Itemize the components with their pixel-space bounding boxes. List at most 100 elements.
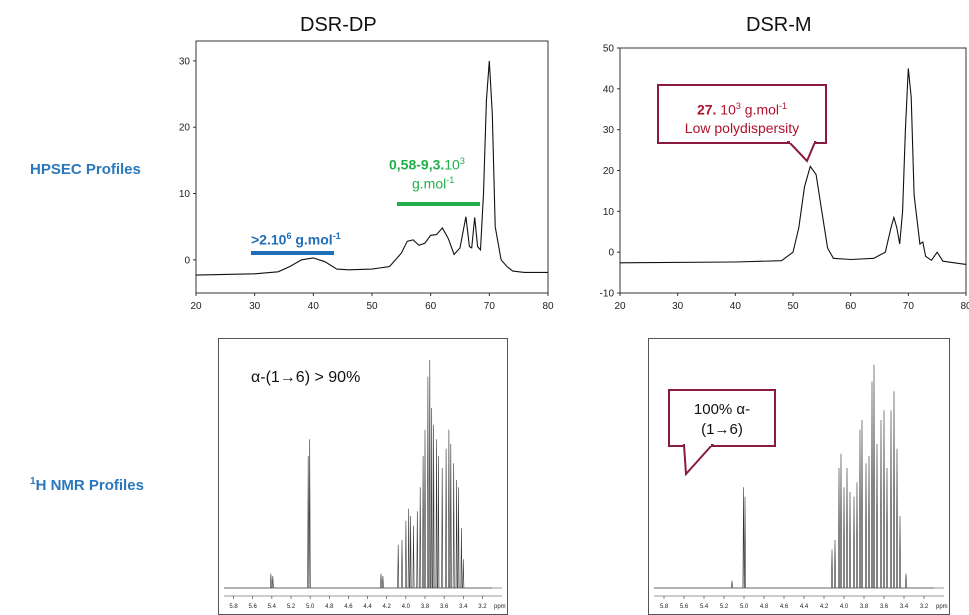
x-tick-label: 50 — [366, 301, 378, 312]
ppm-tick-label: 5.6 — [680, 604, 689, 610]
ppm-tick-label: 5.2 — [287, 604, 296, 610]
low-mw-annotation-line2: g.mol-1 — [412, 175, 454, 192]
ppm-unit-label: ppm — [494, 604, 506, 610]
ppm-tick-label: 5.4 — [268, 604, 277, 610]
x-tick-label: 50 — [787, 301, 799, 312]
x-tick-label: 70 — [903, 301, 915, 312]
callout-sup: 3 — [735, 101, 741, 111]
ppm-tick-label: 4.0 — [840, 604, 849, 610]
ppm-tick-label: 3.4 — [459, 604, 468, 610]
low-mw-rest: 10 — [444, 156, 460, 173]
high-mw-sup2: -1 — [332, 231, 341, 241]
x-tick-label: 80 — [960, 301, 969, 312]
y-tick-label: 30 — [603, 125, 615, 136]
plot-frame — [195, 40, 549, 294]
row-label-nmr-superscript: 1 — [30, 476, 36, 487]
ppm-tick-label: 5.6 — [249, 604, 258, 610]
chart-dsr-dp-hpsec: 0 10 20 30 20 30 40 50 60 70 80 — [179, 40, 554, 312]
row-label-nmr: 1H NMR Profiles — [30, 476, 144, 494]
ppm-tick-label: 5.8 — [229, 604, 238, 610]
x-tick-label: 30 — [672, 301, 684, 312]
y-tick-label: 0 — [608, 248, 614, 259]
y-tick-label: 10 — [179, 189, 191, 200]
y-tick-label: 40 — [603, 84, 615, 95]
ppm-tick-label: 4.8 — [325, 604, 334, 610]
nmr-label-alpha: α-(1→6) > 90% — [251, 369, 360, 386]
ppm-tick-label: 4.6 — [344, 604, 353, 610]
high-mw-annotation: >2.106 g.mol-1 — [251, 231, 341, 248]
column-title-dsr-m: DSR-M — [746, 14, 812, 36]
ppm-tick-label: 4.2 — [820, 604, 829, 610]
x-tick-label: 60 — [845, 301, 857, 312]
high-mw-post: g.mol — [291, 231, 333, 248]
low-mw-unit: g.mol — [412, 175, 447, 192]
nmr-callout-tail — [682, 443, 714, 477]
row-label-nmr-text: H NMR Profiles — [35, 477, 144, 494]
nmr-callout-line2: (1→6) — [701, 421, 743, 438]
nmr-frame — [218, 338, 508, 615]
x-tick-label: 30 — [249, 301, 261, 312]
ppm-tick-label: 4.4 — [800, 604, 809, 610]
y-tick-label: 20 — [603, 166, 615, 177]
ppm-tick-label: 5.8 — [660, 604, 669, 610]
callout-bold: 27. — [696, 101, 717, 118]
ppm-tick-label: 4.0 — [402, 604, 411, 610]
nmr-spectrum — [224, 359, 492, 589]
ppm-tick-label: 4.8 — [760, 604, 769, 610]
ppm-tick-label: 3.8 — [421, 604, 430, 610]
y-tick-label: 10 — [603, 207, 615, 218]
callout-tail-mask — [790, 140, 814, 143]
chromatogram-line — [619, 68, 967, 265]
ppm-unit-label: ppm — [936, 604, 948, 610]
ppm-tick-label: 5.2 — [720, 604, 729, 610]
low-mw-unit-sup: -1 — [446, 175, 455, 185]
ppm-tick-label: 5.0 — [306, 604, 315, 610]
ppm-tick-label: 5.4 — [700, 604, 709, 610]
column-title-dsr-dp: DSR-DP — [300, 14, 377, 36]
nmr-callout-tail-mask — [685, 443, 711, 446]
ppm-tick-label: 3.2 — [478, 604, 487, 610]
y-tick-label: 0 — [184, 255, 190, 266]
chart-dsr-m-hpsec: -10 0 10 20 30 40 50 20 30 40 50 60 70 80 — [600, 44, 969, 313]
x-tick-label: 20 — [190, 301, 202, 312]
y-tick-label: -10 — [600, 289, 615, 300]
x-tick-label: 40 — [308, 301, 320, 312]
x-tick-label: 80 — [542, 301, 554, 312]
y-tick-label: 30 — [179, 56, 191, 67]
ppm-tick-label: 3.4 — [900, 604, 909, 610]
chromatogram-line — [195, 60, 548, 276]
callout-nmr-100-alpha: 100% α- (1→6) — [668, 389, 776, 447]
ppm-tick-label: 4.4 — [363, 604, 372, 610]
nmr-spectrum — [654, 364, 934, 589]
nmr-callout-line1: 100% α- — [693, 401, 751, 418]
callout-low-polydispersity: 27. 103 g.mol-1 Low polydispersity — [657, 84, 827, 144]
y-tick-label: 20 — [179, 123, 191, 134]
high-mw-pre: >2.10 — [251, 231, 287, 248]
low-mw-sup: 3 — [459, 156, 465, 166]
y-tick-label: 50 — [603, 44, 615, 55]
ppm-tick-label: 3.6 — [440, 604, 449, 610]
callout-rest: 10 — [716, 101, 736, 118]
x-tick-label: 70 — [484, 301, 496, 312]
ppm-tick-label: 3.6 — [880, 604, 889, 610]
ppm-tick-label: 3.2 — [920, 604, 929, 610]
row-label-hpsec: HPSEC Profiles — [30, 161, 141, 178]
callout-sup2: -1 — [779, 101, 788, 111]
low-mw-annotation-line1: 0,58-9,3.103 — [389, 156, 465, 173]
chart-dsr-m-nmr: 5.8 5.6 5.4 5.2 5.0 4.8 4.6 4.4 4.2 4.0 3.8 3.6 3.4 3… — [648, 338, 950, 615]
callout-post: g.mol — [740, 101, 780, 118]
chart-dsr-dp-nmr: 5.8 5.6 5.4 5.2 5.0 4.8 4.6 4.4 4.2 4.0 3.8 3.6 3.4 3… — [218, 338, 508, 615]
callout-line1: 27. 103 g.mol-1 — [659, 97, 825, 119]
x-tick-label: 60 — [425, 301, 437, 312]
x-tick-label: 40 — [730, 301, 742, 312]
nmr-callout-tail-shape — [682, 444, 714, 477]
low-mw-bold: 0,58-9,3. — [389, 156, 445, 173]
callout-line2: Low polydispersity — [684, 119, 800, 136]
callout-tail-shape — [787, 141, 817, 163]
ppm-tick-label: 5.0 — [740, 604, 749, 610]
callout-tail — [787, 140, 817, 163]
x-tick-label: 20 — [614, 301, 626, 312]
ppm-tick-label: 4.2 — [383, 604, 392, 610]
high-mw-sup: 6 — [286, 231, 292, 241]
ppm-tick-label: 4.6 — [780, 604, 789, 610]
